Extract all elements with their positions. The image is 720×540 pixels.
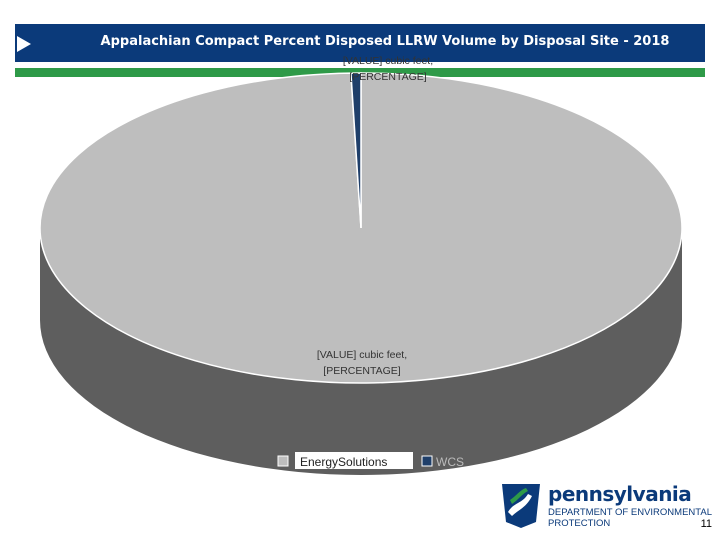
legend-label-wcs: WCS xyxy=(436,455,464,469)
page-number: 11 xyxy=(700,518,712,530)
logo-sub-line2: PROTECTION xyxy=(548,518,611,529)
pie-slice-wcs xyxy=(350,72,362,229)
chart-title: Appalachian Compact Percent Disposed LLR… xyxy=(100,34,670,49)
logo-sub-line1: DEPARTMENT OF ENVIRONMENTAL xyxy=(548,507,712,518)
legend-label-bg xyxy=(295,452,413,469)
legend-swatch-energysolutions xyxy=(277,455,289,467)
logo-text-sub: DEPARTMENT OF ENVIRONMENTAL PROTECTION xyxy=(548,507,718,529)
pie-side xyxy=(40,228,682,475)
pie-labels: [VALUE] cubic feet, [PERCENTAGE] [VALUE] c… xyxy=(317,55,433,377)
legend-swatch-wcs xyxy=(421,455,433,467)
slice-label-wcs-line2: [PERCENTAGE] xyxy=(349,71,426,83)
pie-side-wall xyxy=(40,228,682,475)
pa-keystone-logo-icon xyxy=(502,484,540,528)
legend-label-energysolutions: EnergySolutions xyxy=(300,455,387,469)
pie-slices xyxy=(39,72,683,384)
slice-label-wcs-line1: [VALUE] cubic feet, xyxy=(343,55,433,67)
chart-legend: EnergySolutions WCS xyxy=(277,452,464,469)
slice-label-energysolutions-line1: [VALUE] cubic feet, xyxy=(317,349,407,361)
title-arrow-icon xyxy=(17,36,31,52)
title-bar: Appalachian Compact Percent Disposed LLR… xyxy=(15,24,705,62)
slice-label-energysolutions-line2: [PERCENTAGE] xyxy=(323,365,400,377)
logo-text-main: pennsylvania xyxy=(548,482,692,506)
